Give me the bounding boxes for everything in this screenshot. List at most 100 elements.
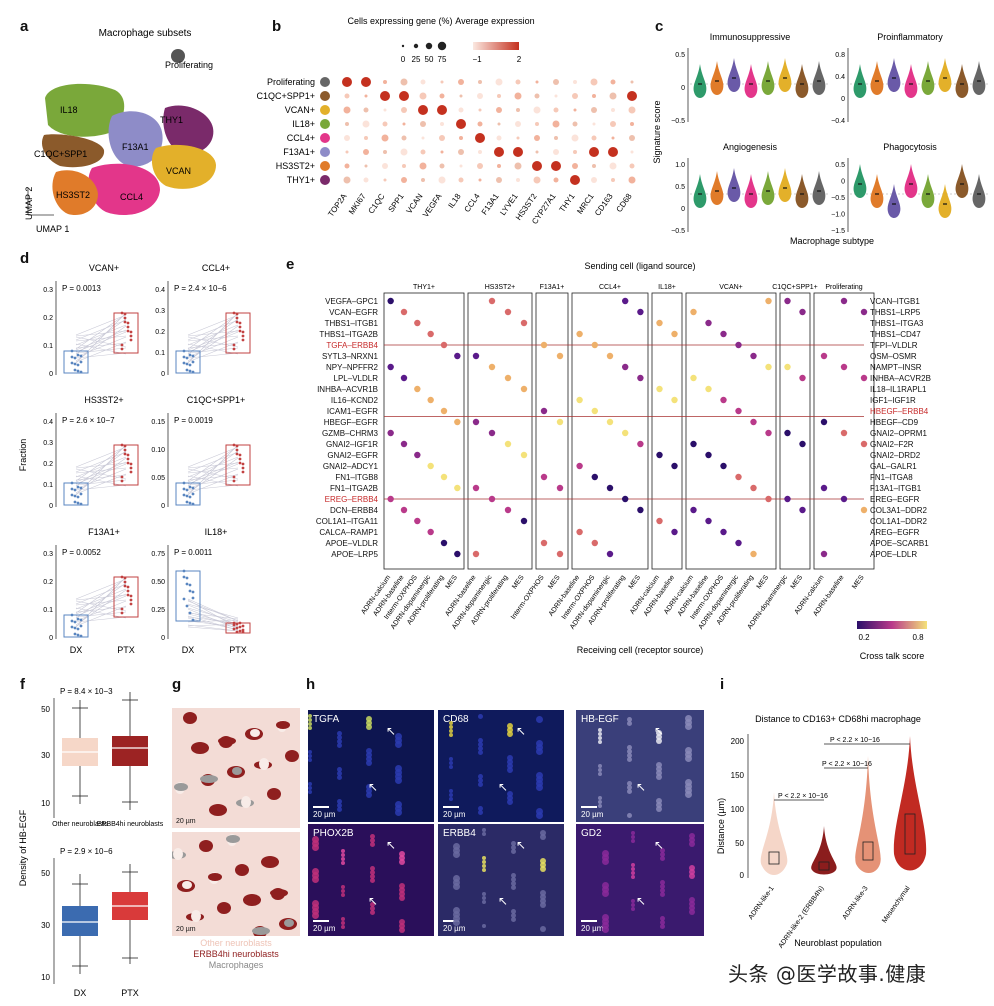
crosstalk-legend-title: Cross talk score [860,651,925,661]
micro-tgfa-scalebar [313,806,329,808]
micro-nucleus [337,807,342,812]
cluster-proliferating [171,49,185,63]
crosstalk-dot [556,352,564,360]
micro-nucleus [341,889,345,893]
crosstalk-dot [556,484,564,492]
micro-nucleus [511,917,516,922]
micro-nucleus [312,904,319,911]
crosstalk-right-pair: OSM–OSMR [870,352,917,361]
box-ptx [225,622,251,634]
micro-nucleus [478,810,483,815]
crosstalk-dot [400,440,408,448]
dotplot-gene-label: IL18 [446,192,463,210]
violin-ytick: 0.4 [835,74,845,81]
micro-nucleus [598,796,602,800]
crosstalk-xlabel: Receiving cell (receptor source) [577,645,704,655]
dotplot-size-legend: 0 25 50 75 [401,41,447,64]
dotplot-dot [514,92,522,100]
box-ytick: 0 [49,635,53,642]
micro-nucleus [660,888,665,893]
distance-cat-4: Mesenchymal [881,885,912,925]
legend-macrophages: Macrophages [208,960,264,970]
distance-tick-150: 150 [731,771,745,780]
dotplot-dot [420,121,426,127]
micro-nucleus [660,880,665,885]
micro-tgfa-label: TGFA [313,714,340,725]
micro-nucleus [399,887,405,893]
crosstalk-dot [671,528,678,536]
micro-nucleus [598,800,602,804]
violin-shape [710,171,724,205]
crosstalk-left-labels: VEGFA–GPC1 VCAN–EGFR THBS1–ITGB1 THBS1–ITGA… [316,297,379,559]
micro-nucleus [366,720,372,726]
label-f13a1: F13A1 [122,142,149,152]
dotplot-dot [439,135,445,141]
dotplot-dot [591,107,597,113]
violin-grid: Signature score Macrophage subtype Immun… [652,32,990,246]
micro-nucleus [627,745,632,750]
violin-shape [727,168,741,202]
label-c1qc: C1QC+SPP1 [34,149,87,159]
crosstalk-dot [671,330,678,338]
dotplot-dot [345,150,349,154]
micro-nucleus [689,865,695,871]
micro-gd2-scale: 20 µm [581,924,604,933]
micro-nucleus [631,903,635,907]
dotplot-dot [383,80,387,84]
crosstalk-dot [750,550,757,558]
crosstalk-left-pair: FN1–ITGA2B [330,484,378,493]
distance-xlabel: Neuroblast population [794,938,882,948]
dotplot-gene-label: TOP2A [326,191,349,218]
crosstalk-group-label: HS3ST2+ [485,284,516,291]
violin-shape [972,61,986,95]
crosstalk-dot [656,451,663,459]
crosstalk-left-pair: THBS1–ITGA2B [319,330,378,339]
crosstalk-left-pair: COL1A1–ITGA11 [316,517,379,526]
crosstalk-left-pair: GNAI2–IGF1R [326,440,378,449]
crosstalk-dot [556,418,564,426]
box-subplot-title: F13A1+ [88,527,120,537]
crosstalk-title: Sending cell (ligand source) [584,261,695,271]
dotplot-dot [478,150,482,154]
seg-cell [217,902,231,914]
distance-tick-50: 50 [735,839,744,848]
seg-cell [285,750,299,762]
crosstalk-group-frame [651,292,683,570]
micro-nucleus [308,714,312,718]
dotplot-dot [342,77,352,87]
crosstalk-left-pair: GZMB–CHRM3 [322,429,379,438]
micro-nucleus [308,782,312,786]
micro-nucleus [627,757,632,762]
crosstalk-dot [591,473,598,481]
crosstalk-group-frame [813,292,875,570]
micro-nucleus [627,789,632,794]
dotplot-dot [571,134,579,142]
dotplot-dot [363,149,369,155]
violin-shape [778,168,792,202]
micro-nucleus [660,852,665,857]
crosstalk-right-pair: NAMPT–INSR [870,363,922,372]
dotplot-rows: Proliferating C1QC+SPP1+ VCAN+ IL18+ CCL4+ F1… [256,77,330,185]
dotplot-dot [554,94,558,98]
micro-nucleus [507,799,513,805]
dotplot-dot [628,176,636,184]
dotplot-dot [402,164,406,168]
crosstalk-group-label: THY1+ [413,284,435,291]
micro-nucleus [602,850,609,857]
violin-shape [693,64,707,98]
dotplot-dot [611,178,615,182]
micro-nucleus [337,743,342,748]
crosstalk-dot [637,506,644,514]
micro-nucleus [453,879,460,886]
crosstalk-dot [427,528,434,536]
box-subplot-title: HS3ST2+ [84,395,123,405]
crosstalk-dot [472,550,480,558]
crosstalk-dot [472,484,480,492]
dotplot-row-label: THY1+ [287,175,315,185]
violin-ytick: −0.4 [831,118,845,125]
dotplot-dot [591,177,597,183]
micro-nucleus [308,750,312,754]
micro-nucleus [370,906,375,911]
violin-shape [972,174,986,208]
dotplot-dot [458,107,464,113]
